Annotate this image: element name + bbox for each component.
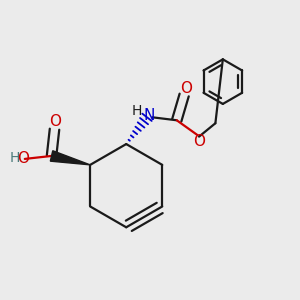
Text: O: O xyxy=(17,151,29,166)
Text: H: H xyxy=(10,151,20,165)
Text: O: O xyxy=(193,134,205,148)
Polygon shape xyxy=(50,151,90,165)
Text: N: N xyxy=(144,108,155,123)
Text: O: O xyxy=(180,81,192,96)
Text: O: O xyxy=(49,114,61,129)
Text: H: H xyxy=(131,104,142,118)
